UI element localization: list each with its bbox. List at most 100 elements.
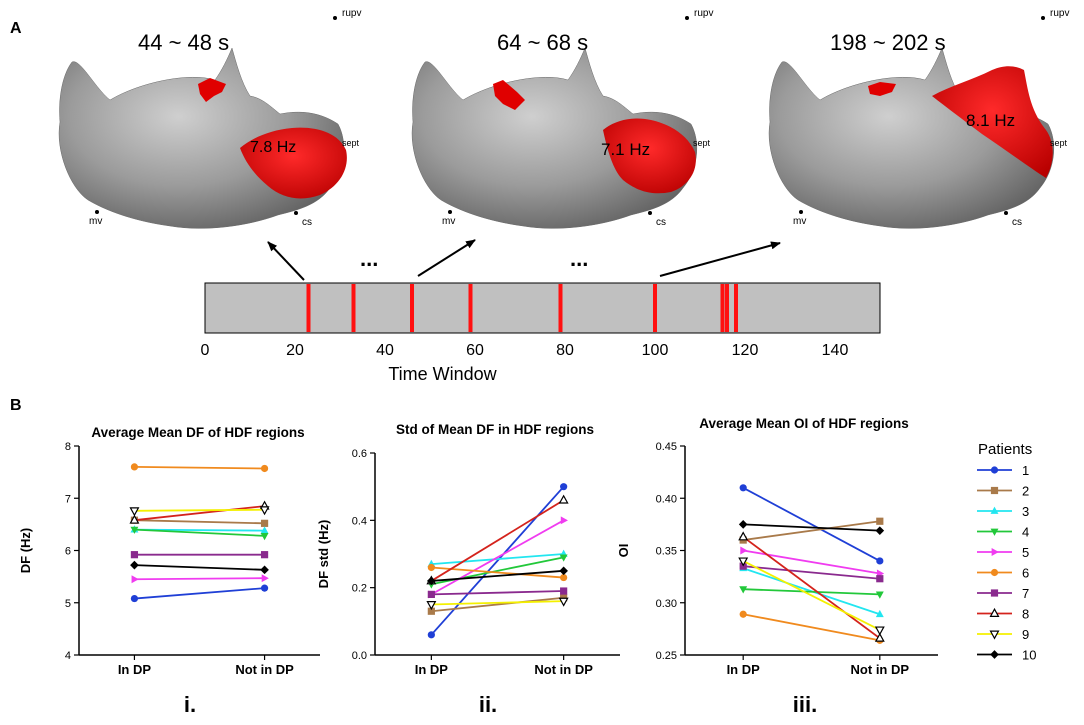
timeline-xlabel: Time Window bbox=[388, 364, 497, 384]
series-line bbox=[743, 549, 880, 575]
panel-number: ii. bbox=[479, 692, 497, 717]
series-patient-4 bbox=[739, 586, 884, 599]
panel-label-b: B bbox=[10, 397, 22, 414]
data-point bbox=[130, 526, 139, 534]
landmark-cs: cs bbox=[302, 217, 312, 228]
legend-label: 5 bbox=[1022, 545, 1029, 560]
series-patient-8 bbox=[738, 531, 885, 642]
landmark-mv: mv bbox=[442, 216, 455, 227]
y-axis-label: DF (Hz) bbox=[18, 528, 33, 574]
legend-entry-2: 2 bbox=[977, 484, 1029, 499]
series-patient-10 bbox=[130, 560, 269, 575]
legend-marker bbox=[990, 486, 999, 495]
landmark-sept: sept bbox=[693, 138, 711, 148]
landmark-sept: sept bbox=[342, 138, 360, 148]
timeline-chart: 0 20 40 60 80 100 120 140 Time Window bbox=[201, 282, 881, 384]
data-point bbox=[427, 631, 435, 639]
legend-entry-1: 1 bbox=[977, 463, 1029, 478]
data-point bbox=[874, 626, 885, 636]
chart-std-mean-df: Std of Mean DF in HDF regions 0.0 0.2 0.4 0.… bbox=[316, 422, 620, 717]
timeline-tick-label: 100 bbox=[642, 342, 669, 359]
x-tick-label: Not in DP bbox=[235, 662, 294, 677]
data-point bbox=[259, 506, 270, 516]
timeline-dp-mark bbox=[558, 284, 563, 332]
timeline-tick-label: 20 bbox=[286, 342, 304, 359]
panel-number: iii. bbox=[793, 692, 817, 717]
hdf-region-small bbox=[493, 80, 525, 110]
legend-label: 7 bbox=[1022, 586, 1029, 601]
y-tick-label: 8 bbox=[65, 441, 71, 453]
series-patient-1 bbox=[739, 484, 884, 565]
series-line bbox=[430, 519, 565, 596]
series-patient-9 bbox=[738, 557, 885, 636]
legend-entry-7: 7 bbox=[977, 586, 1029, 601]
timeline-bar bbox=[204, 282, 881, 334]
data-point bbox=[738, 557, 749, 567]
atrium-surface bbox=[411, 47, 697, 229]
series-patient-10 bbox=[427, 566, 568, 586]
series-line bbox=[134, 587, 265, 600]
series-line bbox=[134, 564, 265, 571]
landmark-sept: sept bbox=[1050, 138, 1068, 148]
legend-label: 6 bbox=[1022, 566, 1029, 581]
data-point bbox=[260, 584, 269, 592]
data-point bbox=[427, 590, 435, 598]
arrow-to-map-3 bbox=[659, 241, 781, 277]
data-point bbox=[558, 494, 569, 504]
data-point bbox=[260, 526, 269, 534]
series-line bbox=[431, 566, 564, 579]
legend-label: 8 bbox=[1022, 607, 1029, 622]
hdf-region-large bbox=[603, 118, 696, 194]
data-point bbox=[876, 517, 884, 525]
data-point bbox=[427, 563, 435, 572]
series-line bbox=[134, 508, 265, 512]
data-point bbox=[560, 516, 568, 525]
series-line bbox=[431, 553, 564, 565]
chart-average-mean-oi: Average Mean OI of HDF regions 0.25 0.30 0.… bbox=[616, 416, 938, 717]
y-tick-label: 0.30 bbox=[656, 598, 677, 610]
x-tick-label: Not in DP bbox=[851, 662, 910, 677]
timeline-dp-mark bbox=[306, 284, 311, 332]
timeline-dp-mark bbox=[734, 284, 738, 332]
legend-label: 10 bbox=[1022, 648, 1036, 663]
landmark-dot bbox=[448, 210, 452, 214]
landmark-dot bbox=[1041, 16, 1045, 20]
atrium-surface bbox=[768, 47, 1054, 229]
y-tick-label: 0.0 bbox=[352, 650, 367, 662]
legend-entry-3: 3 bbox=[977, 504, 1029, 519]
series-patient-9 bbox=[426, 597, 569, 611]
x-tick-label: In DP bbox=[118, 662, 152, 677]
series-line bbox=[134, 519, 265, 525]
series-line bbox=[742, 560, 881, 631]
series-line bbox=[134, 466, 265, 470]
atrial-map-1: 7.8 Hz 44 ~ 48 s rupv mv cs sept bbox=[58, 8, 361, 229]
timeline-tick-label: 80 bbox=[556, 342, 574, 359]
data-point bbox=[427, 607, 435, 615]
series-line bbox=[134, 577, 265, 581]
series-line bbox=[134, 505, 265, 522]
x-tick-label: Not in DP bbox=[534, 662, 593, 677]
data-point bbox=[260, 565, 269, 575]
series-line bbox=[742, 536, 881, 640]
data-point bbox=[874, 632, 885, 642]
timeline-tick-label: 140 bbox=[822, 342, 849, 359]
x-tick-label: In DP bbox=[415, 662, 449, 677]
data-point bbox=[559, 554, 568, 562]
map-1-time: 44 ~ 48 s bbox=[138, 30, 229, 55]
data-point bbox=[876, 557, 884, 565]
data-point bbox=[427, 576, 436, 586]
ellipsis-1: ... bbox=[360, 246, 378, 271]
chart-title: Average Mean OI of HDF regions bbox=[699, 416, 909, 431]
legend-marker bbox=[991, 548, 999, 556]
series-patient-1 bbox=[130, 584, 269, 603]
data-point bbox=[130, 560, 139, 570]
y-tick-label: 0.2 bbox=[352, 583, 367, 595]
timeline-dp-mark bbox=[720, 284, 725, 332]
legend-entry-6: 6 bbox=[977, 566, 1029, 581]
legend-marker bbox=[990, 568, 999, 577]
data-point bbox=[131, 575, 139, 584]
series-line bbox=[743, 613, 880, 642]
series-line bbox=[430, 486, 565, 636]
series-line bbox=[743, 520, 880, 541]
data-point bbox=[426, 601, 437, 611]
